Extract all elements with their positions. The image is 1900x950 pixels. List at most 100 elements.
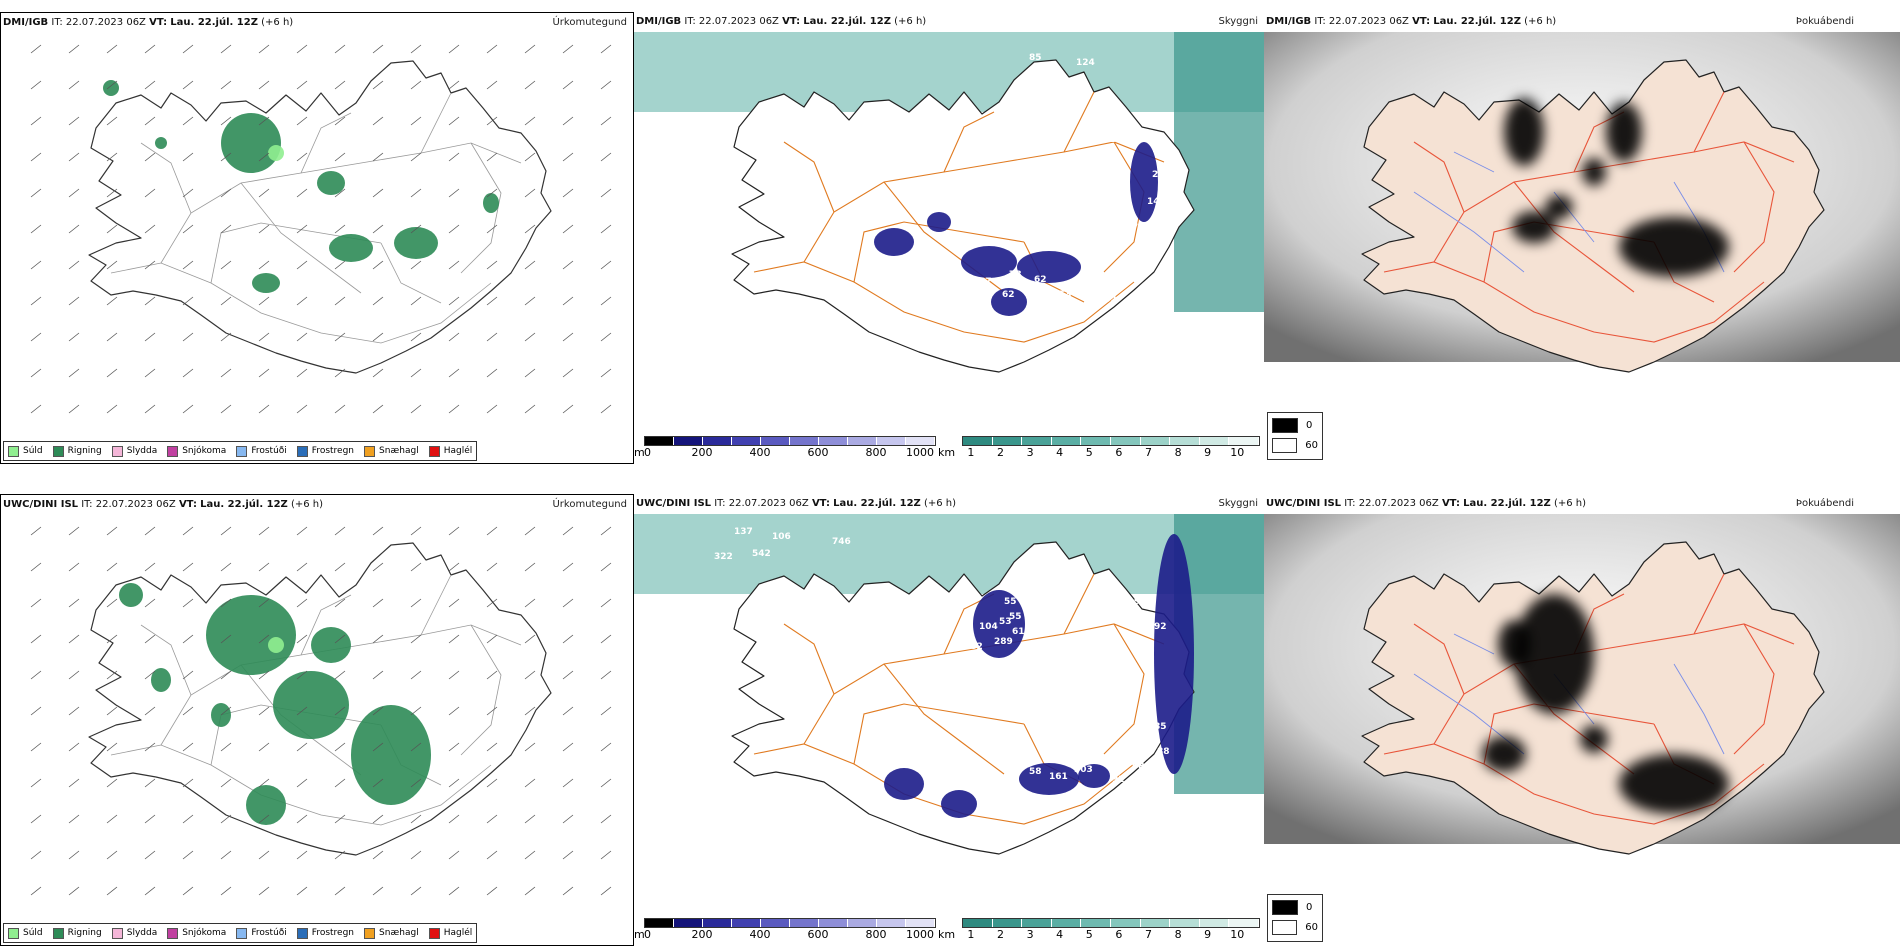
visibility-tick: 8 (1174, 928, 1182, 941)
legend-label: Frostregn (311, 446, 355, 456)
precip-legend-item: Haglél (428, 445, 472, 457)
iceland-fog-map (1264, 32, 1900, 373)
precip-legend-item: Frostregn (296, 927, 355, 939)
iceland-precip-map (30, 44, 612, 414)
fog-legend-label: 0 (1306, 902, 1313, 913)
panel-title: Úrkomutegund (552, 17, 627, 28)
ceiling-value-label: 125 (1019, 757, 1038, 767)
legend-label: Slydda (126, 446, 158, 456)
ceiling-tick: 400 (749, 928, 771, 941)
ceiling-value-label: 88 (1157, 747, 1170, 757)
fog-legend: 0 60 (1267, 412, 1323, 460)
precip-panel-bottom: UWC/DINI ISL IT: 22.07.2023 06Z VT: Lau.… (0, 494, 634, 946)
precip-legend-item: Snæhagl (364, 927, 419, 939)
visibility-tick: 8 (1174, 446, 1182, 459)
fog-legend-swatch (1272, 920, 1298, 935)
ceiling-value-label: 68 (1084, 277, 1097, 287)
visibility-color-step (1170, 919, 1200, 927)
ceiling-value-label: 16 (1004, 330, 1017, 340)
ceiling-value-label: 217 (1069, 792, 1088, 802)
ceiling-value-label: 35 (1034, 642, 1047, 652)
ceiling-value-label: 81 (1029, 340, 1042, 350)
ceiling-value-label: 146 (1147, 197, 1166, 207)
iceland-fog-map (1264, 514, 1900, 855)
visibility-color-step (1170, 437, 1200, 445)
legend-label: Haglél (443, 928, 473, 938)
ceiling-color-step (703, 919, 732, 927)
visibility-tick: 7 (1144, 446, 1152, 459)
fog-legend-item: 0 (1272, 418, 1318, 433)
precip-legend-item: Snæhagl (364, 445, 419, 457)
ceiling-value-label: 53 (1059, 290, 1072, 300)
precip-legend-item: Slydda (111, 927, 157, 939)
panel-header: UWC/DINI ISL IT: 22.07.2023 06Z VT: Lau.… (3, 499, 324, 510)
ceiling-value-label: 160 (1034, 592, 1053, 602)
panel-header: DMI/IGB IT: 22.07.2023 06Z VT: Lau. 22.j… (3, 17, 294, 28)
cloud-panel-bottom: UWC/DINI ISL IT: 22.07.2023 06Z VT: Lau.… (634, 494, 1264, 946)
ceiling-value-label: 55 (1009, 707, 1022, 717)
ceiling-value-label: 542 (752, 549, 771, 559)
fog-panel-bottom: UWC/DINI ISL IT: 22.07.2023 06Z VT: Lau.… (1264, 494, 1900, 946)
legend-label: Frostregn (311, 928, 355, 938)
legend-swatch (8, 927, 19, 939)
legend-swatch (111, 445, 123, 457)
visibility-color-step (963, 437, 993, 445)
panel-title: Þokuábendi (1795, 16, 1854, 27)
visibility-tick: 9 (1204, 446, 1212, 459)
visibility-color-step (1229, 919, 1259, 927)
fog-panel-top: DMI/IGB IT: 22.07.2023 06Z VT: Lau. 22.j… (1264, 12, 1900, 464)
ceiling-value-label: 79 (1157, 772, 1170, 782)
visibility-tick: 7 (1144, 928, 1152, 941)
legend-label: Snjókoma (182, 928, 227, 938)
ceiling-unit: m (634, 928, 645, 941)
ceiling-value-label: 78 (1009, 270, 1022, 280)
legend-swatch (167, 445, 179, 457)
precip-panel-top: DMI/IGB IT: 22.07.2023 06Z VT: Lau. 22.j… (0, 12, 634, 464)
ceiling-value-label: 161 (1049, 772, 1068, 782)
ceiling-value-label: 55 (1004, 597, 1017, 607)
ceiling-value-label: 70 (1044, 315, 1057, 325)
ceiling-value-label: 106 (772, 532, 791, 542)
precip-legend-item: Snjókoma (167, 445, 226, 457)
ceiling-color-step (674, 919, 703, 927)
legend-label: Rigning (67, 446, 102, 456)
ceiling-value-label: 503 (1074, 765, 1093, 775)
ceiling-tick: 800 (865, 446, 887, 459)
ceiling-legend: m 0 200 400 600 800 1000 (634, 436, 944, 462)
visibility-tick: 9 (1204, 928, 1212, 941)
legend-label: Frostúði (251, 928, 287, 938)
ceiling-value-label: 289 (994, 637, 1013, 647)
fog-legend-label: 0 (1306, 420, 1313, 431)
fog-legend-label: 60 (1305, 922, 1318, 933)
legend-swatch (236, 445, 248, 457)
ceiling-color-step (645, 437, 674, 445)
visibility-tick: 10 (1230, 446, 1245, 459)
ceiling-tick: 1000 (906, 928, 934, 941)
legend-swatch (236, 927, 248, 939)
ceiling-tick: 200 (691, 446, 713, 459)
fog-legend: 0 60 (1267, 894, 1323, 942)
ceiling-tick: 200 (691, 928, 713, 941)
visibility-tick: 1 (967, 446, 975, 459)
ceiling-value-label: 62 (1104, 295, 1117, 305)
ceiling-value-label: 62 (1034, 275, 1047, 285)
ceiling-value-label: 92 (1154, 622, 1167, 632)
legend-swatch (111, 927, 123, 939)
legend-swatch (296, 927, 308, 939)
visibility-unit: km (938, 928, 956, 941)
precip-legend: Súld Rigning Slydda Snjókoma Frostúði Frostre… (3, 923, 478, 943)
legend-swatch (296, 445, 308, 457)
fog-legend-swatch (1272, 900, 1298, 915)
fog-legend-label: 60 (1305, 440, 1318, 451)
visibility-color-step (1110, 919, 1141, 927)
ceiling-tick: 800 (865, 928, 887, 941)
visibility-tick: 1 (967, 928, 975, 941)
visibility-color-step (963, 919, 993, 927)
visibility-tick: 4 (1056, 928, 1064, 941)
ceiling-tick: 0 (644, 446, 651, 459)
visibility-tick: 5 (1085, 928, 1093, 941)
ceiling-value-label: 75 (1132, 257, 1145, 267)
ceiling-value-label: 92 (1134, 597, 1147, 607)
panel-title: Úrkomutegund (552, 499, 627, 510)
ceiling-tick: 600 (807, 928, 829, 941)
